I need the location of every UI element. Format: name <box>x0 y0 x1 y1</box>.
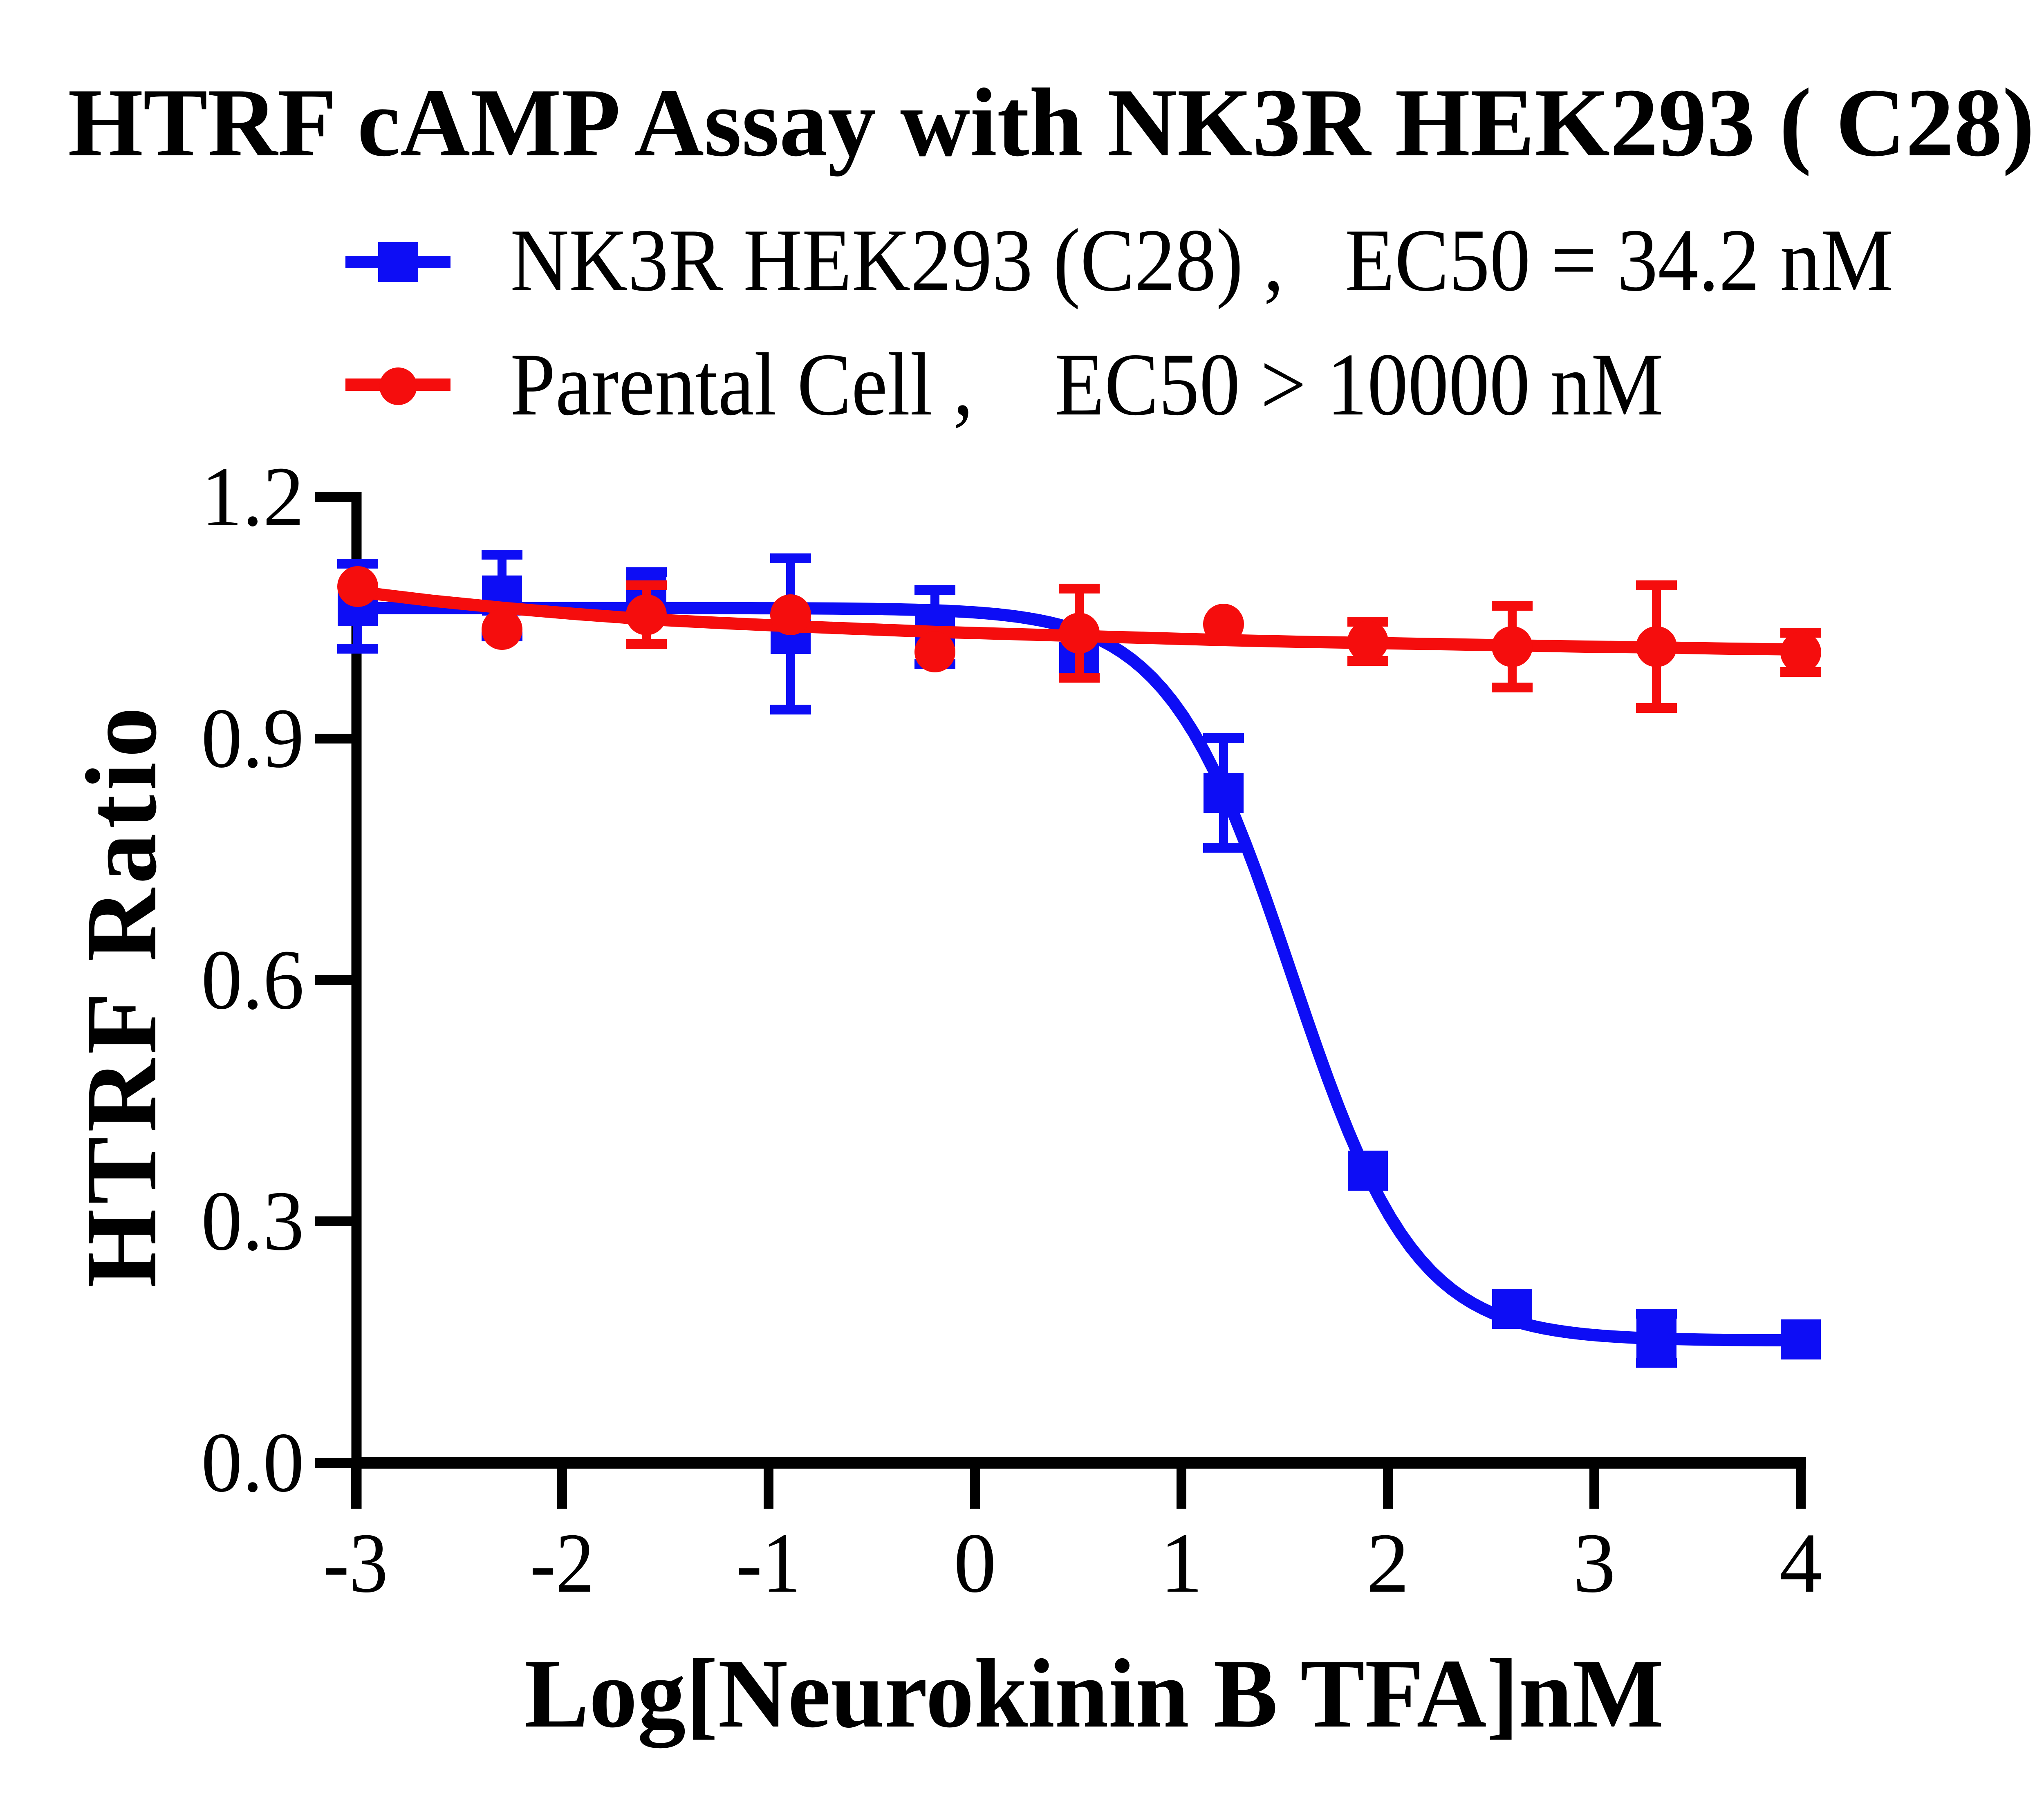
svg-text:4: 4 <box>1780 1516 1822 1610</box>
svg-text:0.6: 0.6 <box>201 933 304 1027</box>
svg-text:Log[Neurokinin B TFA]nM: Log[Neurokinin B TFA]nM <box>524 1639 1664 1748</box>
svg-text:-3: -3 <box>323 1516 388 1610</box>
svg-text:2: 2 <box>1367 1516 1410 1610</box>
svg-text:Parental Cell , EC50 > 10000 n: Parental Cell , EC50 > 10000 nM <box>510 335 1663 434</box>
svg-text:NK3R HEK293 (C28) , EC50 = 34: NK3R HEK293 (C28) , EC50 = 34.2 nM <box>510 211 1893 310</box>
svg-text:0.3: 0.3 <box>201 1174 304 1268</box>
svg-text:3: 3 <box>1573 1516 1616 1610</box>
svg-text:HTRF cAMP Assay with NK3R HEK2: HTRF cAMP Assay with NK3R HEK293 ( C28) <box>68 68 2035 177</box>
svg-text:1.2: 1.2 <box>201 450 304 544</box>
svg-text:-2: -2 <box>530 1516 594 1610</box>
svg-text:1: 1 <box>1160 1516 1203 1610</box>
svg-text:0.9: 0.9 <box>201 691 304 786</box>
svg-text:-1: -1 <box>736 1516 801 1610</box>
svg-text:0: 0 <box>954 1516 997 1610</box>
svg-text:0.0: 0.0 <box>201 1415 304 1510</box>
svg-text:HTRF Ratio: HTRF Ratio <box>65 707 177 1288</box>
